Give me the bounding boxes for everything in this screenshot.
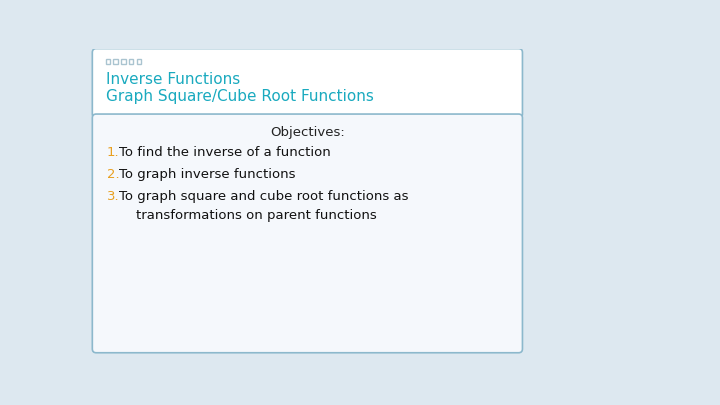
Bar: [113, 60, 118, 64]
Text: Inverse Functions: Inverse Functions: [106, 72, 240, 87]
FancyBboxPatch shape: [92, 49, 523, 118]
Text: To find the inverse of a function: To find the inverse of a function: [120, 146, 331, 159]
Text: 3.: 3.: [107, 190, 120, 203]
FancyBboxPatch shape: [92, 114, 523, 353]
Bar: [137, 60, 141, 64]
Bar: [106, 60, 110, 64]
Text: Objectives:: Objectives:: [270, 126, 345, 139]
Text: 2.: 2.: [107, 168, 120, 181]
Text: To graph square and cube root functions as
    transformations on parent functio: To graph square and cube root functions …: [120, 190, 409, 222]
Text: 1.: 1.: [107, 146, 120, 159]
Bar: [129, 60, 133, 64]
Bar: [121, 60, 126, 64]
Text: To graph inverse functions: To graph inverse functions: [120, 168, 296, 181]
Text: Graph Square/Cube Root Functions: Graph Square/Cube Root Functions: [106, 89, 374, 104]
